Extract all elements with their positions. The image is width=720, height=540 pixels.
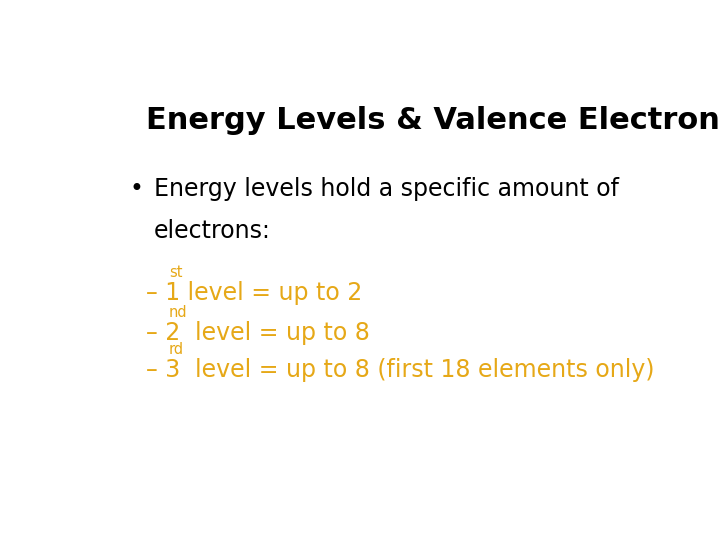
Text: nd: nd (169, 305, 187, 320)
Text: – 2: – 2 (145, 321, 180, 345)
Text: level = up to 8 (first 18 elements only): level = up to 8 (first 18 elements only) (180, 358, 654, 382)
Text: level = up to 2: level = up to 2 (180, 281, 362, 305)
Text: – 1: – 1 (145, 281, 180, 305)
Text: Energy Levels & Valence Electrons: Energy Levels & Valence Electrons (145, 106, 720, 136)
Text: •: • (129, 177, 143, 201)
Text: – 3: – 3 (145, 358, 180, 382)
Text: st: st (169, 265, 182, 280)
Text: level = up to 8: level = up to 8 (180, 321, 370, 345)
Text: electrons:: electrons: (154, 219, 271, 242)
Text: rd: rd (169, 342, 184, 357)
Text: Energy levels hold a specific amount of: Energy levels hold a specific amount of (154, 177, 619, 201)
